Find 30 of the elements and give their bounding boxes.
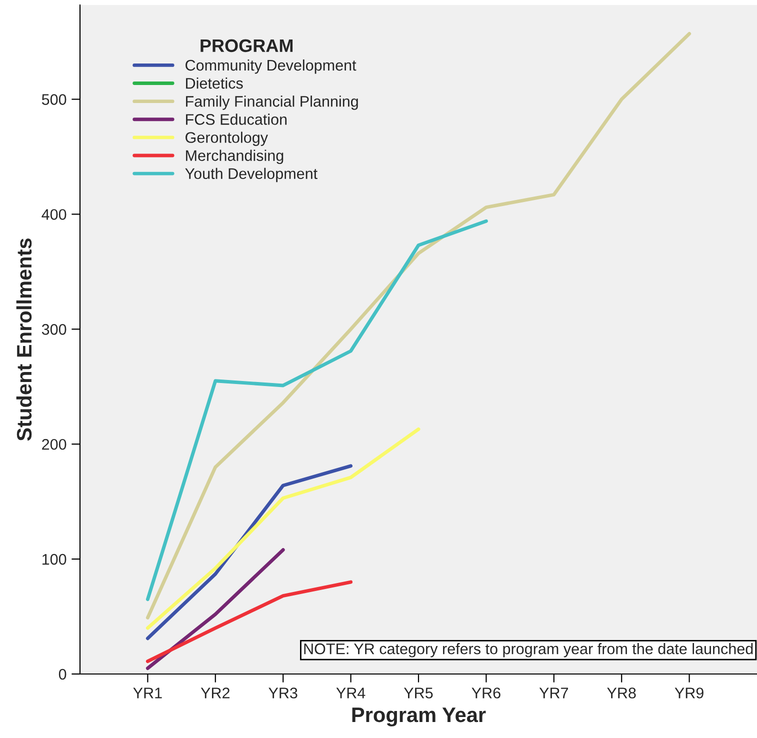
legend-label: Gerontology (186, 132, 268, 146)
x-axis-title: Program Year (352, 708, 486, 726)
y-tick-label: 200 (42, 438, 66, 450)
x-tick-label: YR5 (404, 688, 433, 698)
line-series (146, 219, 488, 602)
legend-label: Merchandising (186, 150, 284, 164)
legend-label: FCS Education (186, 114, 287, 125)
legend-label: Dietetics (186, 78, 243, 89)
y-tick-label: 400 (42, 209, 66, 220)
legend-label: Community Development (186, 59, 356, 74)
legend-title: PROGRAM (200, 39, 293, 52)
x-tick-label: YR4 (336, 688, 366, 698)
y-tick-label: 500 (42, 94, 66, 105)
x-tick-label: YR2 (200, 688, 230, 698)
legend-label: Youth Development (185, 168, 318, 182)
y-axis-title: Student Enrollments (16, 238, 32, 441)
line-series (146, 427, 420, 630)
x-tick-label: YR8 (607, 688, 636, 698)
legend-label: Family Financial Planning (186, 96, 358, 110)
line-series (146, 580, 353, 664)
x-tick-label: YR7 (539, 688, 568, 698)
x-tick-label: YR9 (674, 688, 704, 698)
y-tick-label: 300 (42, 324, 66, 335)
line-series (146, 32, 692, 620)
annotation: NOTE: YR category refers to program year from the date launched (304, 643, 753, 658)
x-tick-label: YR6 (472, 688, 500, 698)
y-tick-label: 0 (58, 668, 66, 680)
x-tick-label: YR1 (133, 688, 162, 698)
y-tick-label: 100 (42, 554, 66, 565)
x-tick-label: YR3 (268, 688, 298, 698)
